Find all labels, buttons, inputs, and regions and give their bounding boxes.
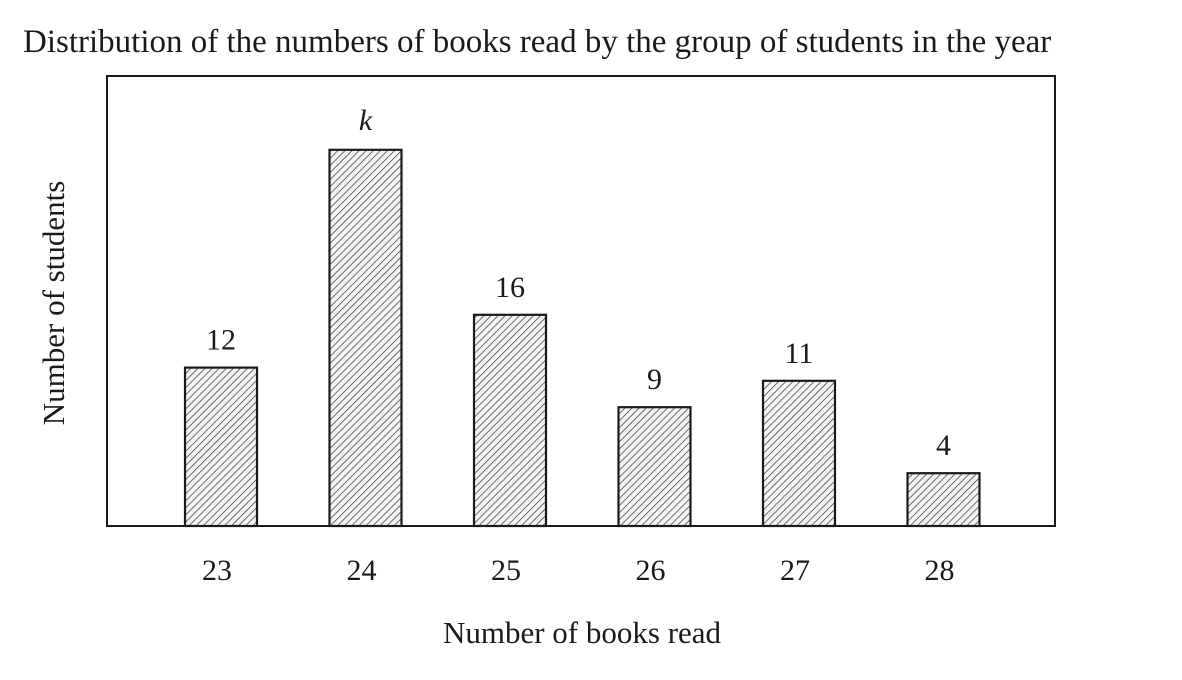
plot-frame <box>106 75 1056 527</box>
x-axis-label: Number of books read <box>443 615 722 650</box>
data-labels-layer: 12 k 16 9 11 4 <box>206 104 951 462</box>
data-label-28: 4 <box>936 429 951 462</box>
x-tick-label-28: 28 <box>925 554 955 587</box>
x-tick-labels: 23 24 25 26 27 28 <box>202 554 955 587</box>
data-label-24: k <box>359 104 373 137</box>
bar-26 <box>617 406 692 528</box>
x-tick-label-27: 27 <box>780 554 810 587</box>
data-label-26: 9 <box>647 363 662 396</box>
x-tick-label-26: 26 <box>636 554 666 587</box>
data-label-23: 12 <box>206 324 236 357</box>
bar-25 <box>472 313 548 528</box>
x-tick-label-23: 23 <box>202 554 232 587</box>
bars-layer <box>183 148 981 528</box>
bar-24 <box>328 148 403 528</box>
data-label-27: 11 <box>785 337 814 370</box>
x-tick-label-25: 25 <box>491 554 521 587</box>
y-axis-label: Number of students <box>36 181 71 426</box>
data-label-25: 16 <box>495 271 525 304</box>
chart-title: Distribution of the numbers of books rea… <box>23 24 1051 60</box>
x-tick-label-24: 24 <box>347 554 377 587</box>
bar-23 <box>183 366 259 528</box>
bar-28 <box>906 472 981 528</box>
bar-27 <box>761 379 837 528</box>
